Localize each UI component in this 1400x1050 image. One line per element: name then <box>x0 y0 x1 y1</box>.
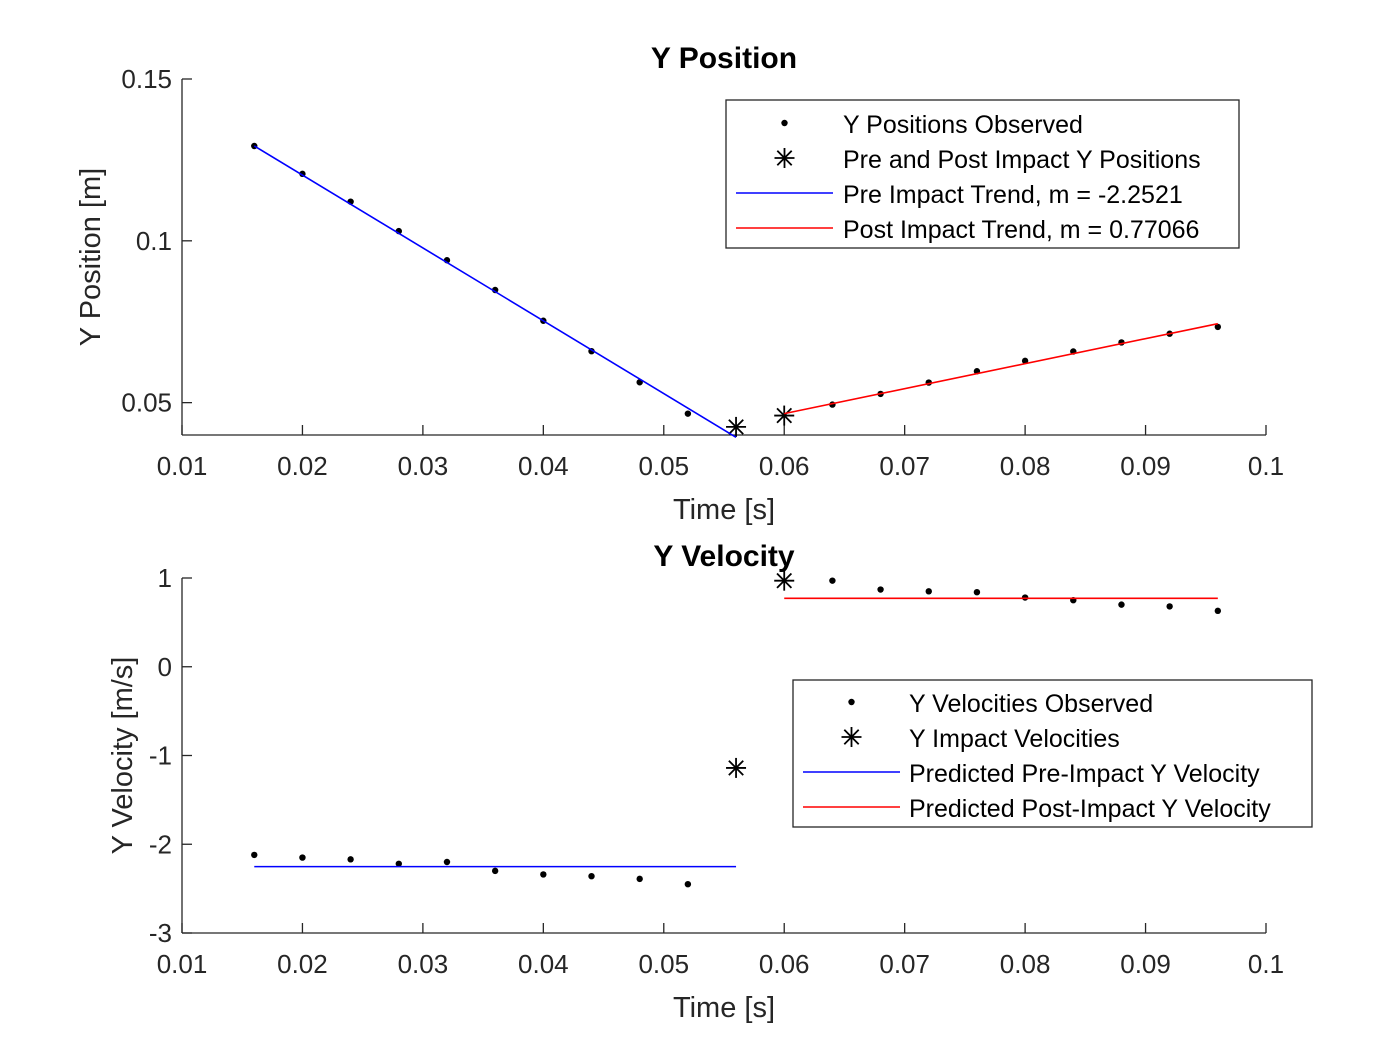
chart-1-legend: Y Velocities Observed Y Impact Velocities… <box>792 679 1313 828</box>
chart-1-x-tick-label: 0.01 <box>157 949 208 979</box>
chart-0-y-tick-label: 0.15 <box>121 64 172 94</box>
chart-0-legend-asterisk-symbol <box>774 148 795 168</box>
chart-1-data-point <box>877 586 884 593</box>
chart-0-plot: Y Position 0.01 0.02 0.03 0.04 0.05 0.06 0.07 0.… <box>75 42 1284 526</box>
chart-1-x-tick-label: 0.06 <box>759 949 810 979</box>
chart-1-data-point <box>588 873 595 880</box>
chart-1-y-axis-label: Y Velocity [m/s] <box>107 657 139 855</box>
chart-1-legend-entry: Y Impact Velocities <box>909 725 1120 753</box>
chart-1-plot: Y Velocity 0.01 0.02 0.03 0.04 0.05 0.06 0.07 0.… <box>107 540 1313 1024</box>
chart-0-x-tick-label: 0.1 <box>1248 451 1284 481</box>
chart-1-legend-entry: Y Velocities Observed <box>909 690 1153 718</box>
chart-0-data-point <box>491 286 499 294</box>
chart-1-data-point <box>299 854 306 861</box>
chart-1-legend-dot-symbol <box>848 698 855 706</box>
chart-1-data-point <box>829 577 836 584</box>
chart-0-series-2 <box>253 145 737 438</box>
chart-0-y-axis-label: Y Position [m] <box>75 168 107 346</box>
chart-1-data-point <box>1214 607 1222 615</box>
chart-0-y-tick-label: 0.1 <box>136 226 172 256</box>
chart-1-data-point <box>925 588 932 595</box>
chart-0-y-tick-label: 0.05 <box>121 388 172 418</box>
chart-1-data-point <box>395 860 402 867</box>
chart-0-x-tick-label: 0.09 <box>1120 451 1171 481</box>
chart-1-x-tick-label: 0.02 <box>277 949 328 979</box>
chart-0-data-point <box>1214 323 1222 331</box>
chart-1-data-point <box>636 875 643 883</box>
chart-0-x-tick-label: 0.06 <box>759 451 810 481</box>
chart-0-legend-entry: Pre Impact Trend, m = -2.2521 <box>843 181 1183 209</box>
chart-0-series-3 <box>784 322 1218 415</box>
chart-0-x-tick-label: 0.04 <box>518 451 569 481</box>
chart-0-legend-entry: Y Positions Observed <box>843 111 1083 139</box>
chart-1-y-tick-label: -1 <box>149 741 172 771</box>
chart-0-trend-line <box>253 145 737 438</box>
chart-1-data-point <box>347 856 354 863</box>
chart-0-x-tick-label: 0.07 <box>879 451 930 481</box>
chart-1-legend-entry: Predicted Pre-Impact Y Velocity <box>909 760 1260 788</box>
chart-1-x-tick-label: 0.04 <box>518 949 569 979</box>
chart-1-x-tick-label: 0.1 <box>1248 949 1284 979</box>
chart-1-impact-marker <box>726 757 747 778</box>
chart-1-legend-asterisk-symbol <box>841 727 862 747</box>
chart-1-x-tick-label: 0.08 <box>1000 949 1051 979</box>
chart-0-x-tick-label: 0.05 <box>638 451 689 481</box>
chart-0-legend: Y Positions Observed Pre and Post Impact … <box>725 99 1240 249</box>
chart-1-data-point <box>491 867 499 875</box>
chart-1-x-tick-label: 0.05 <box>638 949 689 979</box>
chart-0-legend-dot-symbol <box>781 119 788 127</box>
chart-1-legend-box <box>792 679 1313 828</box>
chart-0-x-tick-label: 0.08 <box>1000 451 1051 481</box>
chart-1-data-point <box>540 871 547 878</box>
chart-0-legend-entry: Post Impact Trend, m = 0.77066 <box>843 216 1199 244</box>
chart-0-data-point <box>684 410 692 417</box>
chart-0-x-tick-label: 0.02 <box>277 451 328 481</box>
chart-1-x-axis-label: Time [s] <box>673 992 775 1024</box>
chart-1-title: Y Velocity <box>653 540 795 573</box>
chart-1-series-0 <box>251 577 1222 888</box>
chart-1-y-tick-label: -3 <box>149 918 172 948</box>
chart-1-data-point <box>443 858 451 866</box>
chart-0-legend-entry: Pre and Post Impact Y Positions <box>843 146 1201 174</box>
chart-1-x-tick-label: 0.03 <box>398 949 449 979</box>
chart-0-x-axis-label: Time [s] <box>673 494 775 526</box>
chart-1-x-tick-label: 0.09 <box>1120 949 1171 979</box>
chart-1-y-tick-label: 1 <box>158 563 172 593</box>
chart-0-impact-marker <box>726 416 747 437</box>
chart-1-legend-entry: Predicted Post-Impact Y Velocity <box>909 795 1271 823</box>
chart-0-series-1 <box>726 405 795 437</box>
chart-1-data-point <box>251 851 258 859</box>
chart-1-data-point <box>1021 594 1029 601</box>
chart-1-data-point <box>1166 603 1173 610</box>
chart-1-data-point <box>973 589 981 596</box>
chart-1-impact-marker <box>774 570 795 591</box>
chart-1-data-point <box>1118 601 1125 608</box>
chart-0-data-point <box>1021 357 1029 365</box>
chart-0-x-tick-label: 0.01 <box>157 451 208 481</box>
chart-0-trend-line <box>784 322 1218 415</box>
chart-0-impact-marker <box>774 405 795 426</box>
chart-0-legend-box <box>725 99 1240 249</box>
chart-1-y-tick-label: -2 <box>149 829 172 859</box>
chart-0-title: Y Position <box>651 42 797 75</box>
chart-1-series-1 <box>726 570 795 778</box>
chart-1-x-tick-label: 0.07 <box>879 949 930 979</box>
chart-1-data-point <box>684 880 692 888</box>
chart-1-y-tick-label: 0 <box>158 652 172 682</box>
chart-0-x-tick-label: 0.03 <box>398 451 449 481</box>
